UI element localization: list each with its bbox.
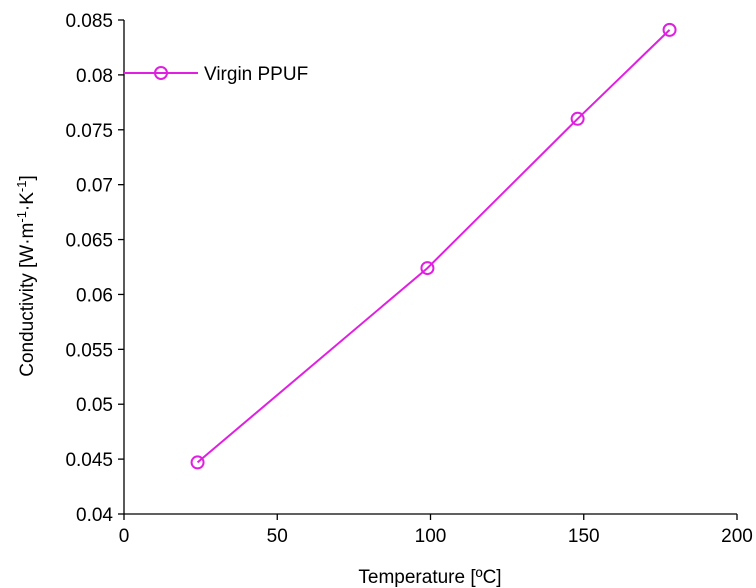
y-tick-label: 0.05 — [76, 395, 113, 416]
y-tick-label: 0.045 — [65, 450, 113, 471]
legend-label: Virgin PPUF — [204, 64, 308, 85]
x-axis-title: Temperature [ºC] — [358, 567, 501, 588]
data-point — [190, 455, 205, 470]
x-tick-label: 100 — [415, 526, 447, 547]
y-tick-label: 0.075 — [65, 121, 113, 142]
y-axis-title: Conductivity [W·m-1·K-1] — [14, 175, 39, 377]
y-axis-title-part: ] — [17, 175, 38, 180]
y-axis-title-part: ·K — [17, 192, 38, 211]
x-tick-label: 50 — [267, 526, 288, 547]
y-tick-label: 0.055 — [65, 340, 113, 361]
axes — [123, 20, 737, 515]
y-tick-label: 0.065 — [65, 231, 113, 252]
x-axis-ticks: 0 50 100 150 200 — [119, 514, 753, 547]
y-axis-ticks: 0.04 0.045 0.05 0.055 0.06 0.065 0.07 0.075 0.08… — [65, 11, 124, 526]
y-tick-label: 0.04 — [76, 505, 113, 526]
legend-marker — [154, 66, 168, 80]
y-tick-label: 0.06 — [76, 285, 113, 306]
y-tick-label: 0.07 — [76, 176, 113, 197]
x-tick-label: 0 — [119, 526, 130, 547]
y-tick-label: 0.08 — [76, 66, 113, 87]
series-layer — [190, 22, 677, 470]
data-point — [420, 261, 435, 276]
y-axis-title-superscript: -1 — [14, 181, 29, 193]
data-point — [662, 22, 677, 37]
legend: Virgin PPUF — [124, 64, 308, 85]
x-tick-label: 150 — [568, 526, 600, 547]
data-point — [570, 111, 585, 126]
y-axis-title-part: Conductivity [W·m — [17, 223, 38, 377]
y-axis-title-superscript: -1 — [14, 211, 29, 223]
series-line — [196, 29, 671, 464]
x-tick-label: 200 — [721, 526, 753, 547]
y-tick-label: 0.085 — [65, 11, 113, 32]
